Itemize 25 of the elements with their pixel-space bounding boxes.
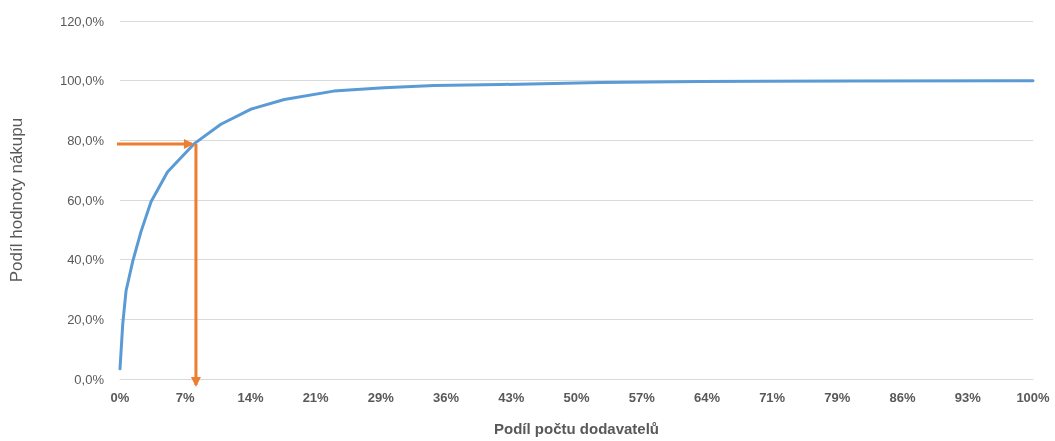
- x-tick-label: 29%: [367, 390, 395, 405]
- y-tick-label: 100,0%: [59, 73, 105, 89]
- line-series: [118, 79, 1035, 371]
- x-axis-title: Podíl počtu dodavatelů: [493, 420, 660, 437]
- y-tick-label: 0,0%: [74, 371, 105, 387]
- y-tick-label: 80,0%: [67, 132, 105, 148]
- x-tick-label: 57%: [628, 390, 656, 405]
- x-tick-label: 71%: [759, 390, 786, 405]
- x-tick-label: 21%: [302, 390, 330, 405]
- x-tick-label: 79%: [824, 390, 851, 405]
- x-tick-label: 64%: [693, 390, 721, 405]
- x-tick-label: 86%: [889, 390, 917, 405]
- x-tick-label: 93%: [954, 390, 982, 405]
- y-axis-title: Podíl hodnoty nákupu: [7, 117, 26, 283]
- y-tick-label: 60,0%: [67, 192, 105, 208]
- x-tick-label: 100%: [1016, 390, 1051, 405]
- y-tick-label: 20,0%: [67, 311, 105, 327]
- x-tick-label: 14%: [237, 390, 264, 405]
- x-tick-label: 7%: [175, 390, 196, 405]
- y-tick-label: 40,0%: [67, 252, 105, 268]
- y-tick-label: 120,0%: [59, 13, 105, 29]
- x-tick-label: 50%: [563, 390, 590, 405]
- x-tick-label: 0%: [110, 390, 130, 405]
- x-tick-label: 43%: [498, 390, 525, 405]
- x-tick-label: 36%: [433, 390, 460, 405]
